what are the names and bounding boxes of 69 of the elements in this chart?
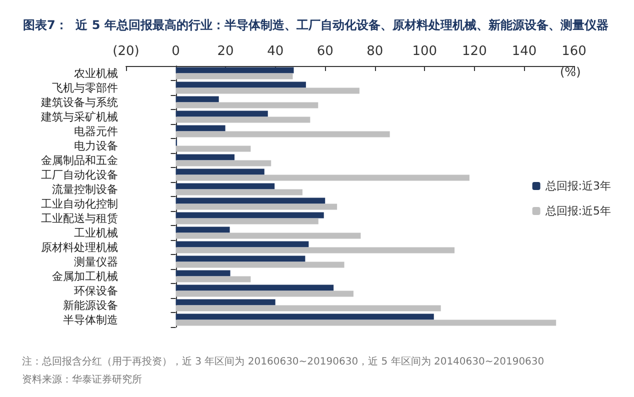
bar [176, 183, 275, 190]
text: 资料来源：华泰证券研究所 [22, 374, 142, 386]
x-tick-label: (20) [112, 44, 140, 59]
text: 注：总回报含分红（用于再投资），近 3 年区间为 20160630~20190630，近 5 年区间为 20140630~20190630 [22, 356, 544, 368]
x-tick-label: 40 [267, 44, 284, 59]
bar [176, 110, 268, 117]
bar [176, 82, 306, 88]
bar [176, 146, 251, 152]
bar [176, 189, 302, 196]
y-tick-label: 工业机械 [74, 226, 118, 240]
bar [176, 102, 318, 108]
bar [176, 276, 251, 282]
bar [176, 212, 324, 218]
bar [176, 320, 556, 326]
y-tick-label: 飞机与零部件 [52, 81, 118, 94]
bar [176, 290, 354, 297]
bar [176, 247, 455, 254]
bar [176, 168, 264, 175]
bar [176, 232, 361, 239]
y-tick-label: 环保设备 [74, 284, 118, 298]
bar [176, 154, 235, 160]
y-tick-label: 金属加工机械 [52, 270, 118, 283]
y-tick-label: 半导体制造 [63, 313, 118, 326]
bar [176, 174, 470, 181]
bar [176, 116, 310, 123]
bar [176, 270, 230, 276]
bar [176, 256, 306, 262]
y-tick-label: 新能源设备 [63, 298, 118, 312]
bar [176, 218, 318, 224]
x-tick-label: 160 [562, 44, 586, 59]
bar [176, 88, 360, 94]
x-tick-label: 0 [172, 44, 180, 59]
bar [176, 67, 294, 74]
y-tick-label: 流量控制设备 [52, 182, 118, 196]
bar [176, 305, 441, 312]
bar [176, 226, 230, 233]
y-tick-label: 电器元件 [74, 124, 118, 138]
bar [176, 314, 434, 320]
bar [176, 96, 219, 102]
bar [176, 125, 226, 132]
bar [176, 262, 344, 268]
x-tick-label: 80 [366, 44, 384, 59]
y-tick-label: 原材料处理机械 [41, 240, 118, 254]
bar [176, 131, 390, 138]
x-axis-title: (%) [560, 65, 581, 79]
y-tick-label: 测量仪器 [74, 255, 118, 268]
bar [176, 299, 276, 306]
y-tick-label: 建筑设备与系统 [40, 96, 118, 109]
y-tick-label: 电力设备 [74, 139, 118, 152]
bar [176, 241, 309, 248]
bar [176, 284, 334, 291]
bar [176, 160, 272, 166]
chart-title: 图表7： 近 5 年总回报最高的行业：半导体制造、工厂自动化设备、原材料处理机械、新能源设备、测量仪器 [23, 18, 608, 32]
legend-label: 总回报:近3年 [544, 180, 612, 192]
bar [176, 198, 326, 204]
y-tick-label: 工业自动化控制 [41, 197, 118, 210]
x-tick-label: 20 [217, 44, 234, 59]
y-tick-label: 金属制品和五金 [41, 154, 118, 167]
x-tick-label: 120 [462, 44, 487, 59]
y-tick-label: 建筑与采矿机械 [40, 110, 118, 124]
y-tick-label: 工业配送与租赁 [41, 212, 118, 225]
bar [176, 73, 293, 80]
y-tick-label: 农业机械 [74, 66, 118, 80]
x-tick-label: 140 [512, 44, 537, 59]
legend-label: 总回报:近5年 [544, 204, 612, 218]
bar [176, 204, 338, 210]
x-tick-label: 60 [316, 44, 334, 59]
y-tick-label: 工厂自动化设备 [41, 168, 118, 182]
x-tick-label: 100 [412, 44, 438, 59]
